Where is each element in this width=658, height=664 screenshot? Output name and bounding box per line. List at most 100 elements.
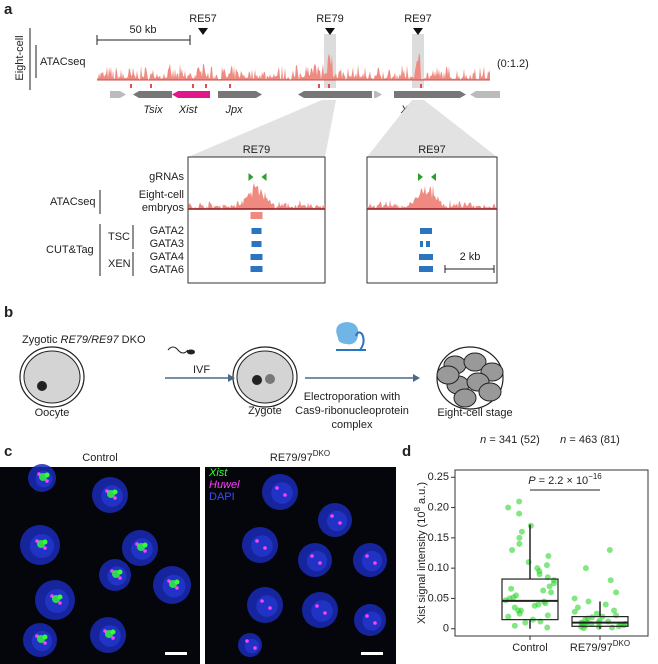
peak-call (130, 84, 132, 88)
peak-call (250, 212, 263, 219)
huwe-dot (43, 546, 47, 550)
huwe-dot (255, 539, 259, 543)
xist-cloud (117, 569, 123, 575)
box (501, 578, 559, 621)
cuttag-peak (419, 254, 433, 260)
row-label: GATA4 (150, 251, 184, 263)
peak-call (328, 84, 330, 88)
xist-cloud (110, 629, 116, 635)
n-label: n = 341 (52) (480, 434, 540, 446)
text-part: P (528, 475, 536, 487)
text-part: Control (82, 452, 117, 464)
data-point (527, 522, 534, 529)
data-point (610, 607, 617, 614)
y-tick-label: 0.05 (428, 592, 449, 604)
data-point (534, 565, 541, 572)
dapi-core (306, 550, 328, 572)
data-point (516, 534, 523, 541)
element-marker (413, 28, 423, 35)
element-marker (325, 28, 335, 35)
condition-label: Control (82, 452, 117, 464)
cas9 (336, 322, 359, 345)
p-value: P = 2.2 × 10−16 (528, 472, 602, 487)
huwe-dot (111, 636, 115, 640)
panel-label: a (4, 1, 13, 18)
huwe-dot (310, 554, 314, 558)
zoom-connector (188, 100, 336, 157)
cuttag-peak (251, 241, 262, 247)
huwe-dot (373, 561, 377, 565)
huwe-dot (253, 646, 257, 650)
data-point (607, 577, 614, 584)
panel-label: d (402, 443, 411, 460)
cuttag-peak (250, 254, 263, 260)
peak-call (229, 84, 231, 88)
blastomere (463, 352, 487, 372)
cell (236, 350, 294, 404)
data-point (585, 598, 592, 605)
huwe-dot (43, 641, 47, 645)
text-part: = 463 (81) (566, 434, 620, 446)
condition-label: RE79/97DKO (270, 449, 330, 464)
data-point (522, 619, 529, 626)
huwe-dot (323, 611, 327, 615)
text-part: = 341 (52) (486, 434, 540, 446)
arrowhead (413, 374, 420, 382)
row-label: Eight-cell (139, 189, 184, 201)
dapi-core (361, 550, 383, 572)
cuttag-peak (419, 266, 433, 272)
data-point (545, 553, 552, 560)
zoom-connector (367, 100, 497, 157)
data-point (613, 589, 620, 596)
group-label: CUT&Tag (46, 244, 94, 256)
huwe-dot (245, 639, 249, 643)
box (571, 616, 629, 627)
data-point (574, 604, 581, 611)
data-point (544, 624, 551, 631)
xist-cloud (174, 579, 180, 585)
huwe-dot (45, 479, 49, 483)
data-point (546, 583, 553, 590)
text-part: DKO (119, 334, 146, 346)
huwe-dot (260, 599, 264, 603)
huwe-dot (175, 586, 179, 590)
scale-bar (361, 652, 383, 655)
stage-label: Zygote (248, 405, 282, 417)
text-part: RE79/RE97 (61, 334, 120, 346)
gene (110, 91, 126, 98)
y-axis-label: Xist signal intensity (108 a.u.) (413, 482, 428, 624)
huwe-dot (365, 554, 369, 558)
row-label: GATA6 (150, 264, 184, 276)
zoom-title: RE79 (243, 144, 271, 156)
huwe-dot (263, 546, 267, 550)
channel-legend: Xist (208, 467, 228, 479)
text-part: RE79/97 (270, 452, 313, 464)
dapi-core (362, 611, 382, 631)
zoom-atac (188, 182, 325, 209)
huwe-dot (330, 514, 334, 518)
group-label: XEN (108, 258, 131, 270)
data-point (571, 595, 578, 602)
x-tick-label: RE79/97DKO (570, 639, 630, 654)
atac-signal (97, 53, 490, 80)
peak-call (318, 84, 320, 88)
zoom-title: RE97 (418, 144, 446, 156)
huwe-dot (318, 561, 322, 565)
xist-cloud (57, 594, 63, 600)
gene (470, 91, 500, 98)
data-point (525, 559, 532, 566)
gene (172, 91, 210, 98)
grna (431, 173, 436, 181)
data-point (505, 504, 512, 511)
zoom-atac (367, 184, 497, 209)
text-part: RE79/97 (570, 642, 613, 654)
nucleus (37, 381, 47, 391)
data-point (571, 608, 578, 615)
xist-cloud (42, 634, 48, 640)
data-point (535, 601, 542, 608)
sperm (167, 346, 189, 354)
gene (374, 91, 382, 98)
xist-cloud (142, 542, 148, 548)
dapi-core (251, 535, 273, 557)
